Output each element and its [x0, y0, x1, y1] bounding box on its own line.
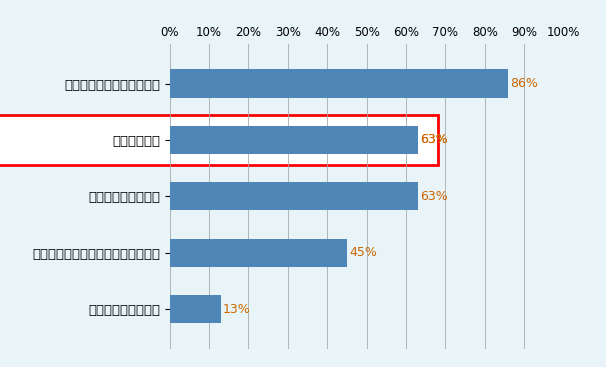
Text: 86%: 86%	[510, 77, 538, 90]
Text: 13%: 13%	[223, 303, 251, 316]
Bar	[170, 69, 508, 98]
Bar	[170, 239, 347, 267]
Text: 63%: 63%	[420, 134, 448, 146]
Bar	[170, 126, 418, 154]
Bar	[170, 182, 418, 210]
Bar	[170, 126, 418, 154]
Text: 63%: 63%	[420, 134, 448, 146]
Bar	[170, 295, 221, 323]
FancyBboxPatch shape	[0, 115, 438, 165]
Text: 63%: 63%	[420, 190, 448, 203]
Text: 45%: 45%	[349, 246, 377, 259]
